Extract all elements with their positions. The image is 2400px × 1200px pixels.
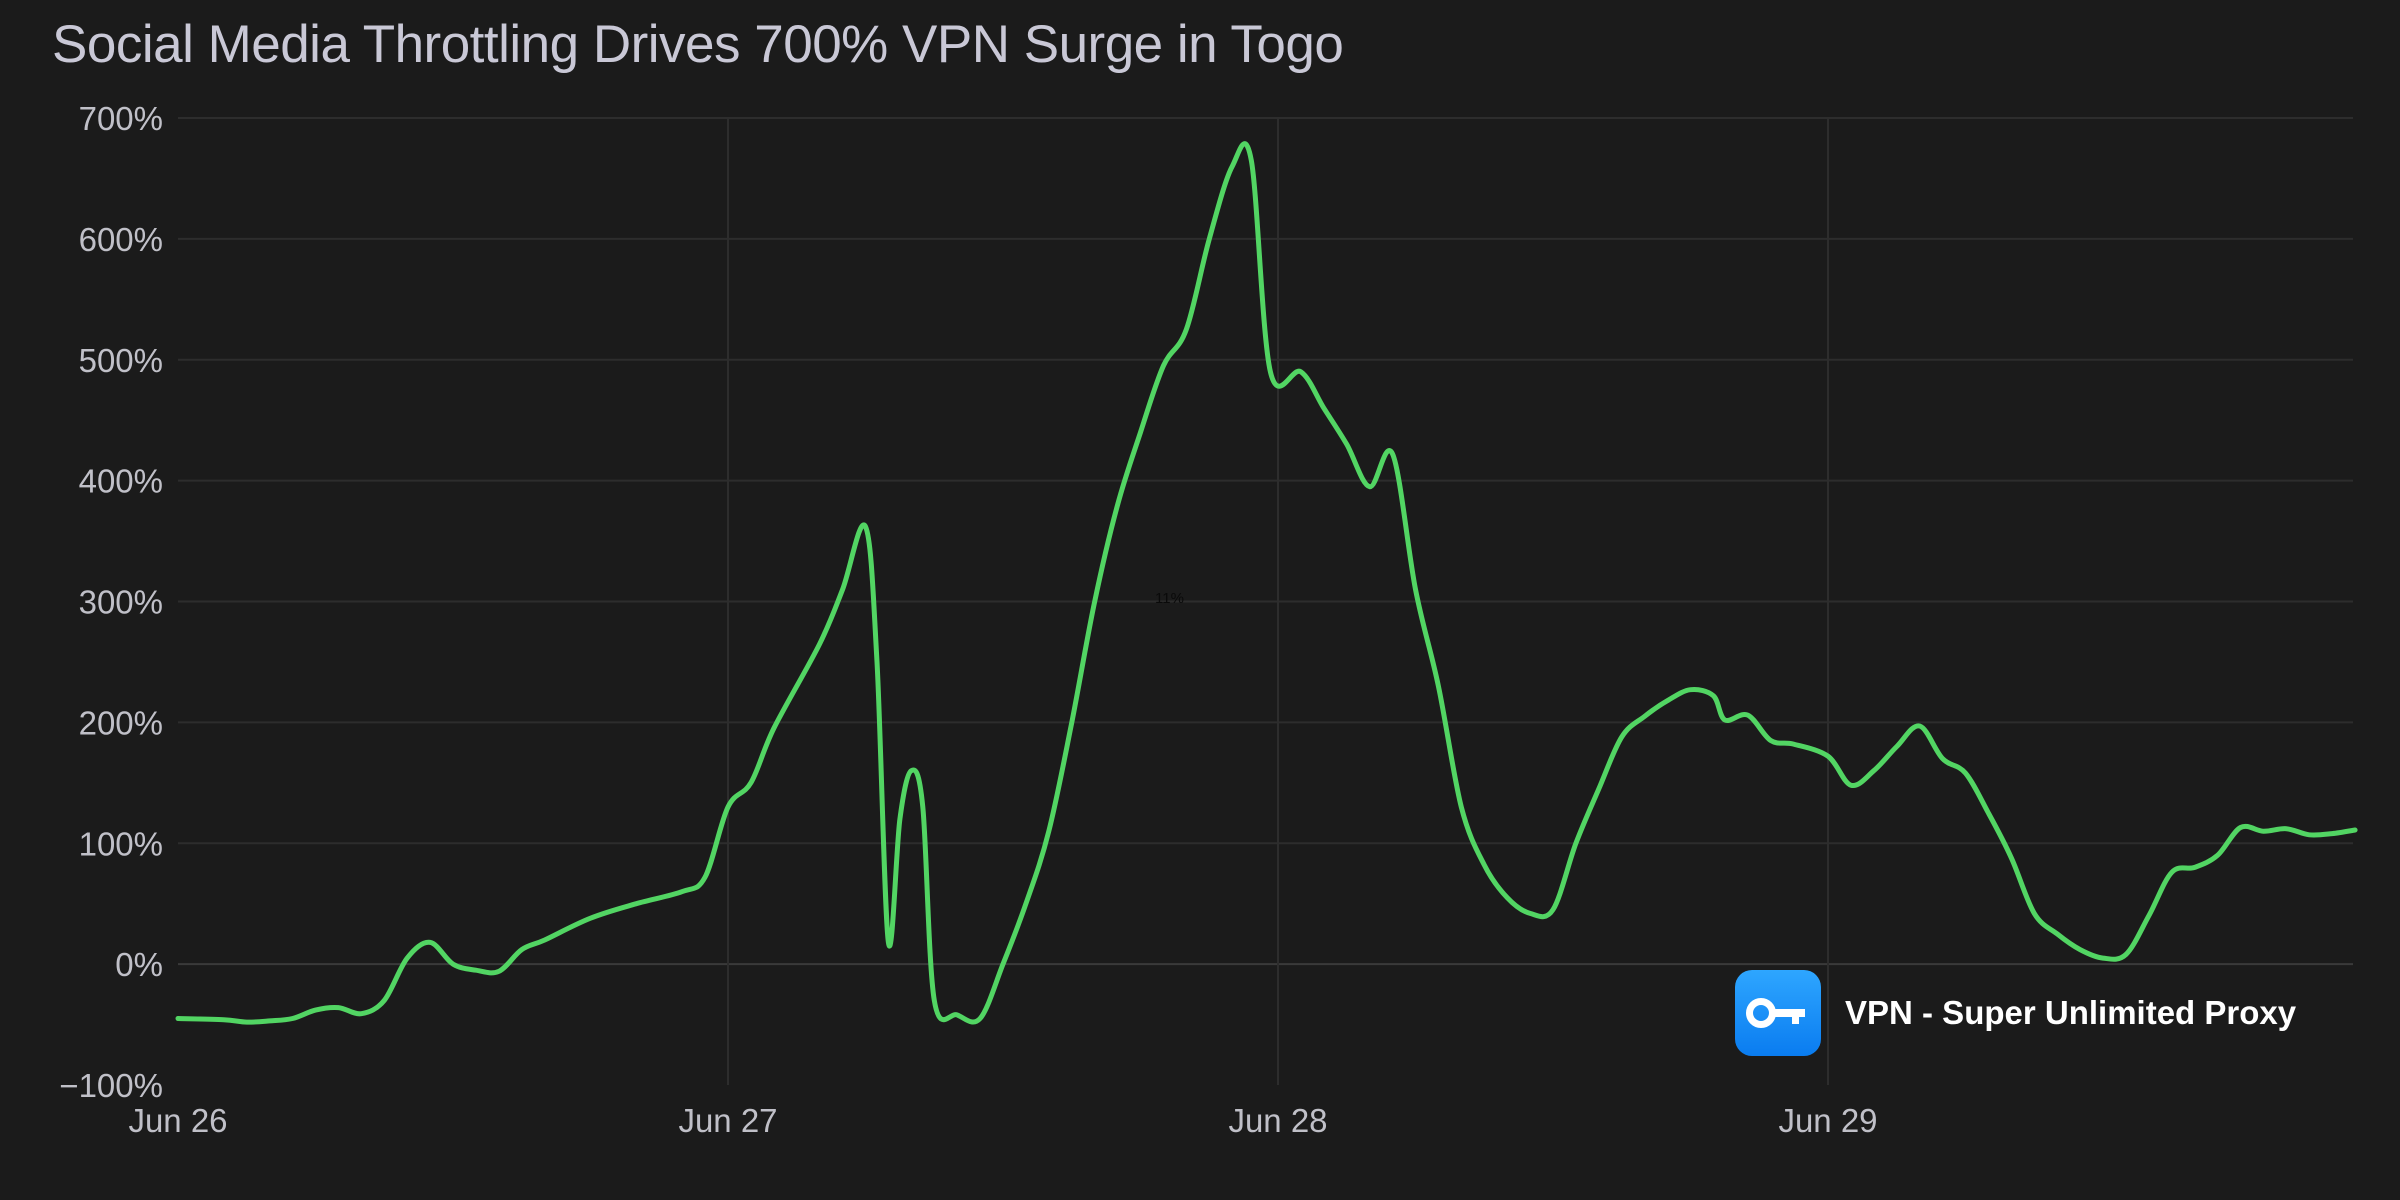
y-tick-label: 200% xyxy=(79,704,163,741)
x-axis-tick-labels: Jun 26 Jun 27 Jun 28 Jun 29 xyxy=(128,1102,1877,1139)
series-line xyxy=(175,141,2358,1025)
annotation-label: 11% xyxy=(1155,590,1184,607)
y-tick-label: 700% xyxy=(79,100,163,137)
y-tick-label: 0% xyxy=(115,946,163,983)
y-tick-label: 100% xyxy=(79,825,163,862)
y-tick-label: −100% xyxy=(59,1067,163,1104)
y-tick-label: 500% xyxy=(79,342,163,379)
series-lines xyxy=(175,141,2358,1025)
y-tick-label: 600% xyxy=(79,221,163,258)
y-tick-label: 400% xyxy=(79,463,163,500)
x-tick-label: Jun 27 xyxy=(678,1102,777,1139)
x-tick-label: Jun 26 xyxy=(128,1102,227,1139)
y-axis-tick-labels: −100% 0% 100% 200% 300% 400% 500% 600% 700% xyxy=(59,100,163,1104)
x-tick-label: Jun 28 xyxy=(1228,1102,1327,1139)
app-name: VPN - Super Unlimited Proxy xyxy=(1845,994,2297,1031)
chart-title: Social Media Throttling Drives 700% VPN … xyxy=(52,15,1344,74)
x-tick-label: Jun 29 xyxy=(1778,1102,1877,1139)
key-icon xyxy=(1735,970,1821,1056)
app-badge: VPN - Super Unlimited Proxy xyxy=(1735,970,2296,1056)
gridlines xyxy=(178,117,2353,1085)
y-tick-label: 300% xyxy=(79,584,163,621)
